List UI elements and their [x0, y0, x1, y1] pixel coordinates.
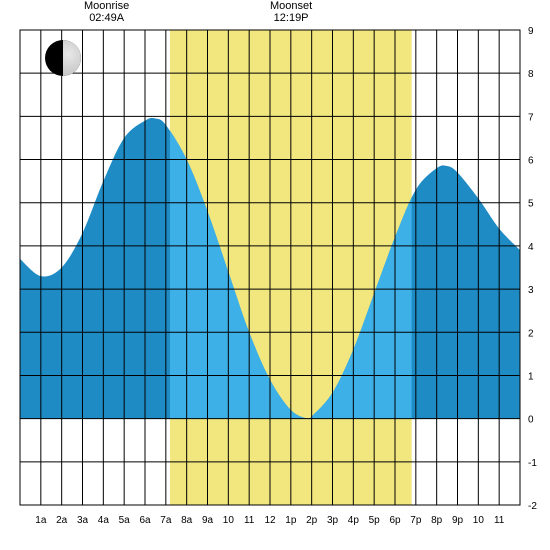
svg-text:2a: 2a [56, 515, 68, 526]
svg-text:8a: 8a [181, 515, 193, 526]
svg-text:4: 4 [528, 242, 534, 253]
moonset-label: Moonset [270, 0, 312, 12]
svg-text:6p: 6p [389, 515, 401, 526]
svg-text:11: 11 [494, 515, 505, 526]
svg-text:3: 3 [528, 285, 534, 296]
svg-text:1p: 1p [285, 515, 297, 526]
svg-text:7: 7 [528, 112, 534, 123]
svg-text:6: 6 [528, 156, 534, 167]
svg-text:8p: 8p [431, 515, 443, 526]
moon-phase-icon [45, 40, 81, 76]
moonrise-time: 02:49A [84, 12, 129, 24]
svg-text:10: 10 [223, 515, 235, 526]
svg-text:5a: 5a [119, 515, 131, 526]
svg-text:9a: 9a [202, 515, 214, 526]
svg-text:2: 2 [528, 328, 534, 339]
svg-text:1a: 1a [35, 515, 47, 526]
tide-chart-svg: -2-101234567891a2a3a4a5a6a7a8a9a1011121p… [0, 0, 550, 550]
svg-text:4a: 4a [98, 515, 110, 526]
tide-chart-container: Moonrise 02:49A Moonset 12:19P -2-101234… [0, 0, 550, 550]
svg-text:11: 11 [244, 515, 255, 526]
svg-text:7a: 7a [160, 515, 172, 526]
svg-text:5: 5 [528, 199, 534, 210]
svg-text:4p: 4p [348, 515, 360, 526]
svg-text:5p: 5p [369, 515, 381, 526]
moonrise-block: Moonrise 02:49A [84, 0, 129, 24]
svg-text:3p: 3p [327, 515, 339, 526]
svg-text:2p: 2p [306, 515, 318, 526]
svg-text:1: 1 [528, 371, 534, 382]
svg-text:12: 12 [264, 515, 276, 526]
svg-text:6a: 6a [139, 515, 151, 526]
moonset-block: Moonset 12:19P [270, 0, 312, 24]
svg-text:9: 9 [528, 26, 534, 37]
svg-text:0: 0 [528, 415, 534, 426]
svg-text:10: 10 [473, 515, 485, 526]
svg-text:8: 8 [528, 69, 534, 80]
svg-text:-1: -1 [528, 458, 537, 469]
svg-text:7p: 7p [410, 515, 422, 526]
svg-text:3a: 3a [77, 515, 89, 526]
svg-text:-2: -2 [528, 501, 537, 512]
moonrise-label: Moonrise [84, 0, 129, 12]
svg-text:9p: 9p [452, 515, 464, 526]
moonset-time: 12:19P [270, 12, 312, 24]
